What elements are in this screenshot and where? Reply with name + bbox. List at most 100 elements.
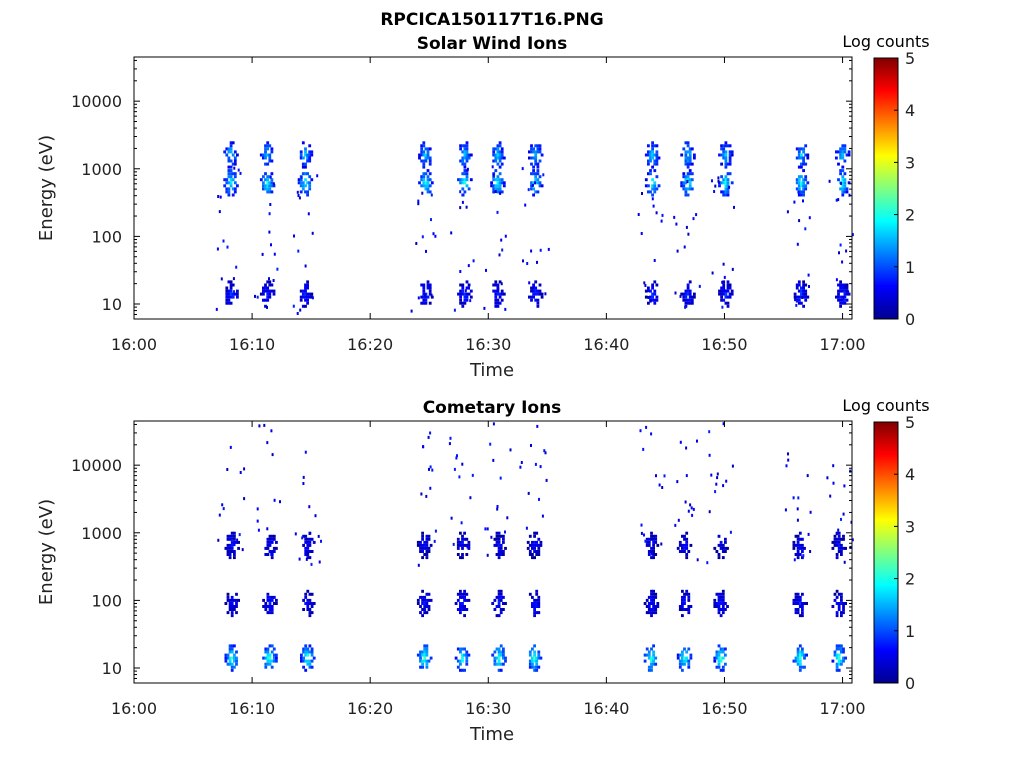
spectrogram-cell <box>673 215 676 219</box>
spectrogram-cell <box>496 283 500 287</box>
spectrogram-cell <box>227 289 231 293</box>
spectrogram-cell <box>851 233 854 237</box>
spectrogram-cell <box>841 193 845 197</box>
spectrogram-cell <box>528 662 532 666</box>
spectrogram-cell <box>233 187 237 191</box>
spectrogram-cell <box>463 165 467 169</box>
spectrogram-cell <box>840 553 843 556</box>
spectrogram-cell <box>647 162 650 166</box>
spectrogram-cell <box>683 537 686 541</box>
spectrogram-cell <box>647 595 651 599</box>
spectrogram-cell <box>461 656 464 660</box>
spectrogram-cell <box>256 295 259 299</box>
spectrogram-cell <box>535 656 539 660</box>
spectrogram-cell <box>262 187 265 191</box>
spectrogram-cell <box>225 153 229 157</box>
spectrogram-cell <box>498 253 501 257</box>
spectrogram-cell <box>299 156 303 160</box>
spectrogram-cell <box>802 147 805 151</box>
spectrogram-cell <box>496 304 500 308</box>
spectrogram-cell <box>715 592 719 596</box>
spectrogram-cell <box>685 540 689 544</box>
spectrogram-cell <box>802 187 805 191</box>
spectrogram-cell <box>233 290 235 294</box>
spectrogram-cell <box>835 595 839 599</box>
spectrogram-cell <box>688 150 692 154</box>
spectrogram-cell <box>306 159 309 163</box>
spectrogram-cell <box>535 598 539 602</box>
spectrogram-cell <box>842 656 845 660</box>
spectrogram-cell <box>498 178 502 182</box>
spectrogram-cell <box>837 534 841 538</box>
spectrogram-cell <box>726 181 730 185</box>
spectrogram-cell <box>472 259 475 263</box>
spectrogram-cell <box>238 533 241 537</box>
spectrogram-cell <box>847 290 850 294</box>
spectrogram-cell <box>532 150 535 154</box>
spectrogram-cell <box>425 249 427 253</box>
spectrogram-cell <box>645 537 649 541</box>
spectrogram-cell <box>264 665 268 669</box>
spectrogram-cell <box>264 144 267 148</box>
spectrogram-cell <box>690 506 693 510</box>
spectrogram-cell <box>231 178 235 182</box>
spectrogram-cell <box>424 159 428 163</box>
spectrogram-cell <box>835 653 839 657</box>
spectrogram-cell <box>801 650 804 654</box>
spectrogram-cell <box>650 608 653 611</box>
spectrogram-cell <box>463 647 466 651</box>
spectrogram-cell <box>498 172 502 176</box>
spectrogram-cell <box>226 662 230 666</box>
spectrogram-cell <box>722 181 726 185</box>
spectrogram-cell <box>461 181 465 185</box>
spectrogram-cell <box>842 546 845 550</box>
spectrogram-cell <box>216 247 219 251</box>
spectrogram-cell <box>686 193 690 197</box>
spectrogram-cell <box>266 153 270 157</box>
spectrogram-cell <box>497 659 501 663</box>
spectrogram-cell <box>802 286 805 290</box>
spectrogram-cell <box>796 650 800 654</box>
spectrogram-cell <box>843 560 846 564</box>
spectrogram-cell <box>837 540 841 544</box>
spectrogram-cell <box>652 595 655 599</box>
spectrogram-cell <box>461 292 465 296</box>
spectrogram-cell <box>498 165 502 169</box>
spectrogram-cell <box>533 531 536 535</box>
spectrogram-cell <box>538 184 542 188</box>
spectrogram-cell <box>713 605 717 608</box>
spectrogram-cell <box>538 181 542 185</box>
spectrogram-cell <box>497 543 501 547</box>
spectrogram-cell <box>797 193 801 197</box>
spectrogram-cell <box>266 175 270 179</box>
spectrogram-cell <box>233 537 236 541</box>
spectrogram-cell <box>424 172 428 176</box>
spectrogram-cell <box>837 150 840 154</box>
spectrogram-cell <box>498 295 502 299</box>
spectrogram-cell <box>647 656 651 660</box>
spectrogram-cell <box>459 178 462 182</box>
spectrogram-cell <box>228 605 232 608</box>
spectrogram-cell <box>690 298 694 302</box>
spectrogram-cell <box>540 292 544 296</box>
spectrogram-cell <box>674 523 677 527</box>
spectrogram-cell <box>796 656 800 660</box>
spectrogram-cell <box>461 159 465 163</box>
spectrogram-cell <box>224 653 228 657</box>
spectrogram-cell <box>229 175 233 179</box>
spectrogram-cell <box>839 169 842 173</box>
spectrogram-cell <box>494 292 498 296</box>
spectrogram-cell <box>711 271 714 275</box>
spectrogram-cell <box>797 184 801 188</box>
spectrogram-cell <box>272 292 276 296</box>
spectrogram-cell <box>308 550 312 553</box>
spectrogram-cell <box>230 550 234 553</box>
spectrogram-cell <box>228 659 232 663</box>
spectrogram-cell <box>839 153 842 157</box>
spectrogram-cell <box>647 190 650 194</box>
spectrogram-cell <box>270 540 274 544</box>
spectrogram-cell <box>310 537 314 541</box>
spectrogram-cell <box>428 283 432 287</box>
spectrogram-cell <box>461 595 464 599</box>
spectrogram-cell <box>722 280 726 284</box>
